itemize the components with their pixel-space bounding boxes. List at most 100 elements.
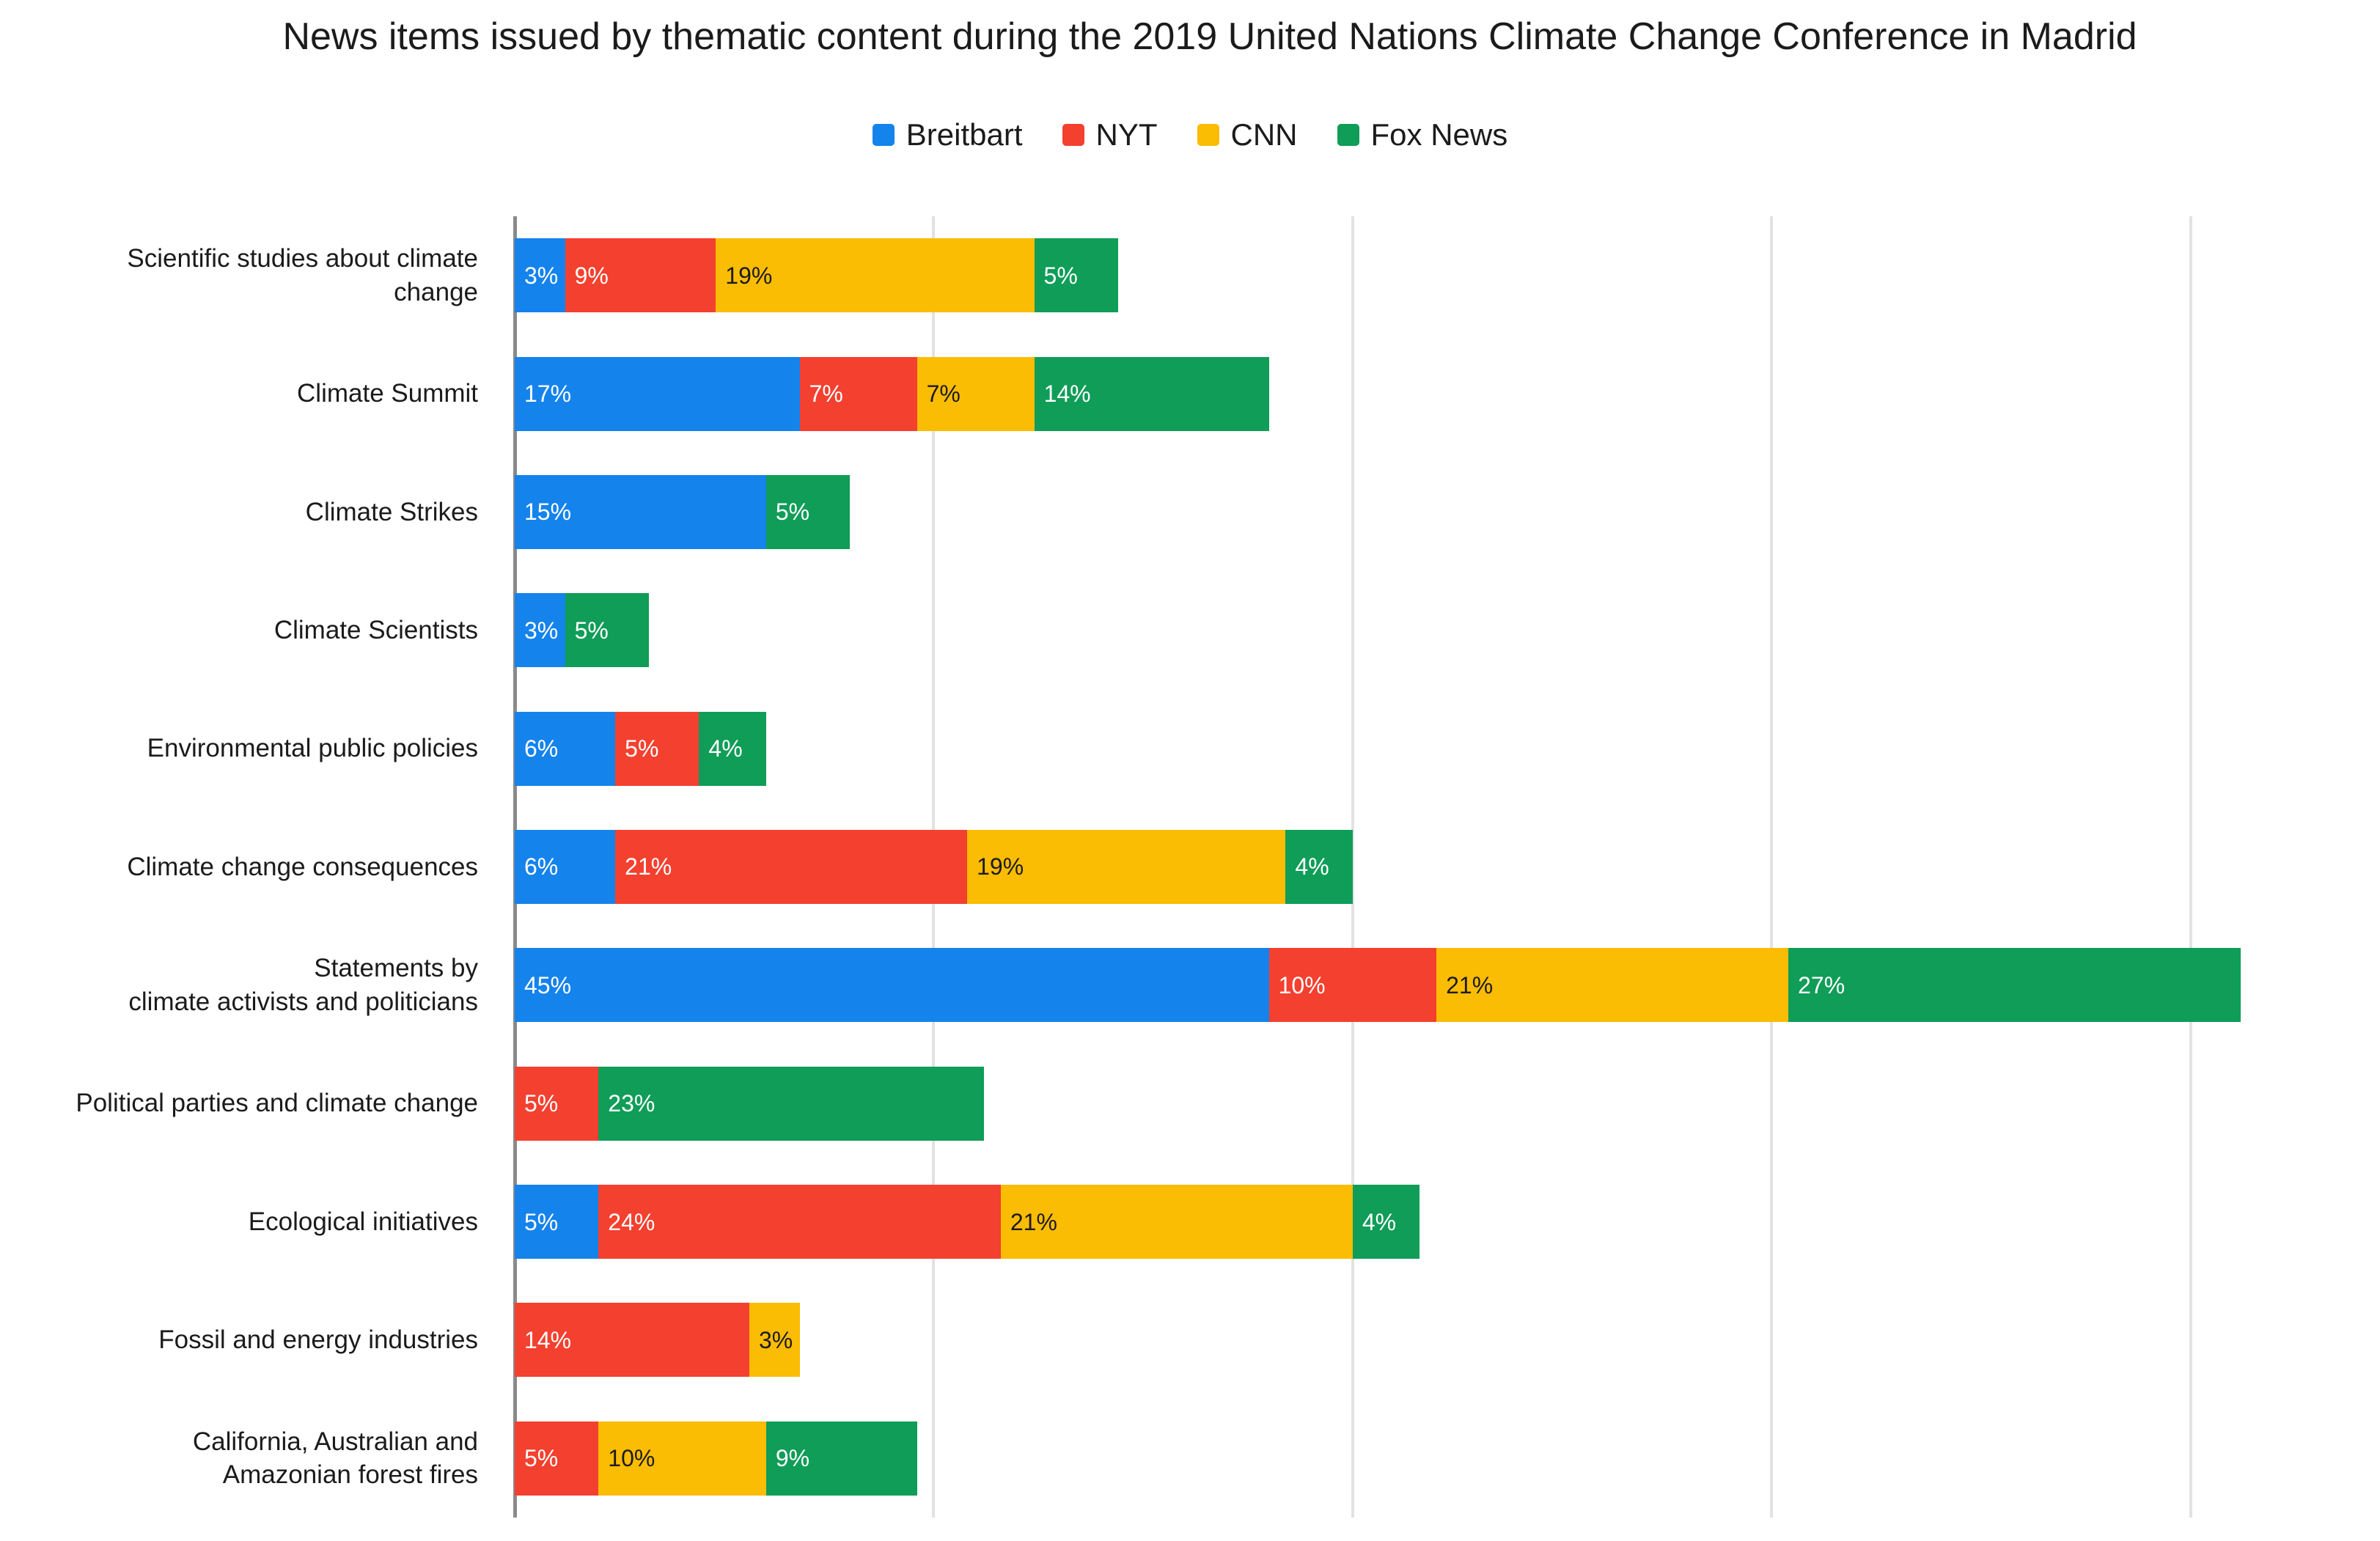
bar-segment-nyt: 10% xyxy=(1268,948,1437,1023)
legend-swatch-icon xyxy=(1337,124,1359,146)
bar-row: 3% 5% xyxy=(515,571,2380,689)
bar-row: 17% 7% 7% 14% xyxy=(515,334,2380,452)
stacked-bar: 15% 5% xyxy=(515,474,2380,549)
gridline-100pct xyxy=(2189,216,2192,1518)
bar-segment-breitbart: 15% xyxy=(515,474,766,549)
bar-segment-cnn: 21% xyxy=(1436,948,1789,1023)
bar-row: 15% 5% xyxy=(515,453,2380,571)
bar-row: 3% 9% 19% 5% xyxy=(515,216,2380,334)
bar-value-label: 5% xyxy=(524,1445,559,1472)
legend-swatch-icon xyxy=(1062,124,1084,146)
stacked-bar: 17% 7% 7% 14% xyxy=(515,356,2380,431)
bar-value-label: 5% xyxy=(524,1208,559,1235)
bar-segment-cnn: 7% xyxy=(917,356,1035,431)
category-label: Statements by climate activists and poli… xyxy=(128,954,478,1016)
bar-row: 14% 3% xyxy=(515,1281,2380,1399)
legend: Breitbart NYT CNN Fox News xyxy=(0,111,2380,158)
category-axis-labels: Scientific studies about climate change C… xyxy=(0,216,494,1518)
bar-value-label: 9% xyxy=(775,1445,810,1472)
bar-segment-breitbart: 3% xyxy=(515,593,565,668)
bar-value-label: 14% xyxy=(524,1326,572,1353)
stacked-bar: 45% 10% 21% 27% xyxy=(515,948,2380,1023)
bar-value-label: 19% xyxy=(977,853,1024,880)
bar-value-label: 4% xyxy=(1295,853,1329,880)
bar-segment-nyt: 9% xyxy=(565,238,716,313)
gridline-75pct xyxy=(1770,216,1774,1518)
category-label: Scientific studies about climate change xyxy=(127,244,478,306)
legend-swatch-icon xyxy=(1197,124,1219,146)
bar-segment-cnn: 3% xyxy=(749,1303,800,1378)
bar-value-label: 21% xyxy=(1446,971,1494,998)
bar-value-label: 15% xyxy=(524,499,572,526)
bar-value-label: 3% xyxy=(524,262,559,289)
bar-segment-cnn: 19% xyxy=(967,829,1286,904)
bar-value-label: 7% xyxy=(809,380,843,408)
legend-item-fox-news: Fox News xyxy=(1337,117,1508,152)
category-label: Climate Scientists xyxy=(273,616,478,644)
category-label: Political parties and climate change xyxy=(76,1089,478,1118)
legend-item-nyt: NYT xyxy=(1062,117,1158,152)
bar-segment-cnn: 21% xyxy=(1000,1185,1353,1259)
category-label: Environmental public policies xyxy=(147,734,478,763)
bar-segment-nyt: 5% xyxy=(515,1421,599,1496)
bar-segment-nyt: 21% xyxy=(615,829,968,904)
bar-segment-fox-news: 23% xyxy=(598,1066,984,1141)
bar-value-label: 45% xyxy=(524,971,572,998)
legend-swatch-icon xyxy=(872,124,895,146)
category-label: California, Australian and Amazonian for… xyxy=(192,1427,478,1490)
legend-item-breitbart: Breitbart xyxy=(872,117,1023,152)
stacked-bar: 3% 5% xyxy=(515,593,2380,668)
bar-value-label: 23% xyxy=(608,1090,655,1117)
bar-row: 5% 10% 9% xyxy=(515,1400,2380,1518)
bar-value-label: 14% xyxy=(1043,380,1091,408)
bar-value-label: 5% xyxy=(1043,262,1078,289)
bar-segment-nyt: 7% xyxy=(799,356,917,431)
bar-value-label: 4% xyxy=(708,735,743,762)
bar-segment-fox-news: 14% xyxy=(1034,356,1269,431)
stacked-bar: 6% 21% 19% 4% xyxy=(515,829,2380,904)
bar-value-label: 27% xyxy=(1798,971,1845,998)
bar-row: 45% 10% 21% 27% xyxy=(515,926,2380,1044)
bar-segment-breitbart: 17% xyxy=(515,356,800,431)
stacked-bar: 14% 3% xyxy=(515,1303,2380,1378)
legend-item-cnn: CNN xyxy=(1197,117,1298,152)
bar-row: 6% 21% 19% 4% xyxy=(515,808,2380,926)
category-label: Ecological initiatives xyxy=(248,1207,478,1236)
bar-value-label: 3% xyxy=(759,1326,793,1353)
bar-segment-fox-news: 4% xyxy=(699,711,766,786)
bar-value-label: 21% xyxy=(1010,1208,1057,1235)
bar-segment-breitbart: 6% xyxy=(515,829,616,904)
bar-segment-fox-news: 27% xyxy=(1788,948,2241,1023)
bar-value-label: 10% xyxy=(1278,971,1326,998)
bar-segment-breitbart: 6% xyxy=(515,711,616,786)
category-label: Climate Strikes xyxy=(305,497,478,526)
bar-value-label: 19% xyxy=(725,262,773,289)
chart-title: News items issued by thematic content du… xyxy=(282,15,2137,58)
bar-value-label: 5% xyxy=(524,1090,559,1117)
stacked-bar: 5% 23% xyxy=(515,1066,2380,1141)
bar-value-label: 5% xyxy=(625,735,659,762)
stacked-bar: 5% 10% 9% xyxy=(515,1421,2380,1496)
bar-value-label: 5% xyxy=(775,499,810,526)
bar-value-label: 7% xyxy=(926,380,961,408)
bar-segment-breitbart: 5% xyxy=(515,1185,599,1259)
bar-segment-breitbart: 3% xyxy=(515,238,565,313)
bar-segment-nyt: 24% xyxy=(598,1185,1001,1259)
legend-label: Fox News xyxy=(1370,117,1508,152)
bar-value-label: 6% xyxy=(524,735,559,762)
stacked-bar: 5% 24% 21% 4% xyxy=(515,1185,2380,1259)
bar-segment-fox-news: 4% xyxy=(1352,1185,1420,1259)
stacked-bar: 6% 5% 4% xyxy=(515,711,2380,786)
bar-row: 5% 23% xyxy=(515,1045,2380,1163)
bar-value-label: 6% xyxy=(524,853,559,880)
bar-value-label: 24% xyxy=(608,1208,655,1235)
bar-rows: 3% 9% 19% 5% 17% 7% 7% 14% 15% 5% 3% 5% 6% 5% 4% 6% 21% 1… xyxy=(515,216,2380,1518)
bar-segment-fox-news: 4% xyxy=(1285,829,1353,904)
bar-value-label: 3% xyxy=(524,617,559,644)
bar-row: 6% 5% 4% xyxy=(515,689,2380,807)
bar-segment-fox-news: 9% xyxy=(765,1421,917,1496)
bar-segment-nyt: 14% xyxy=(515,1303,749,1378)
plot-area: 3% 9% 19% 5% 17% 7% 7% 14% 15% 5% 3% 5% 6% 5% 4% 6% 21% 1… xyxy=(513,216,2380,1518)
stacked-bar: 3% 9% 19% 5% xyxy=(515,238,2380,313)
bar-value-label: 10% xyxy=(608,1445,655,1472)
